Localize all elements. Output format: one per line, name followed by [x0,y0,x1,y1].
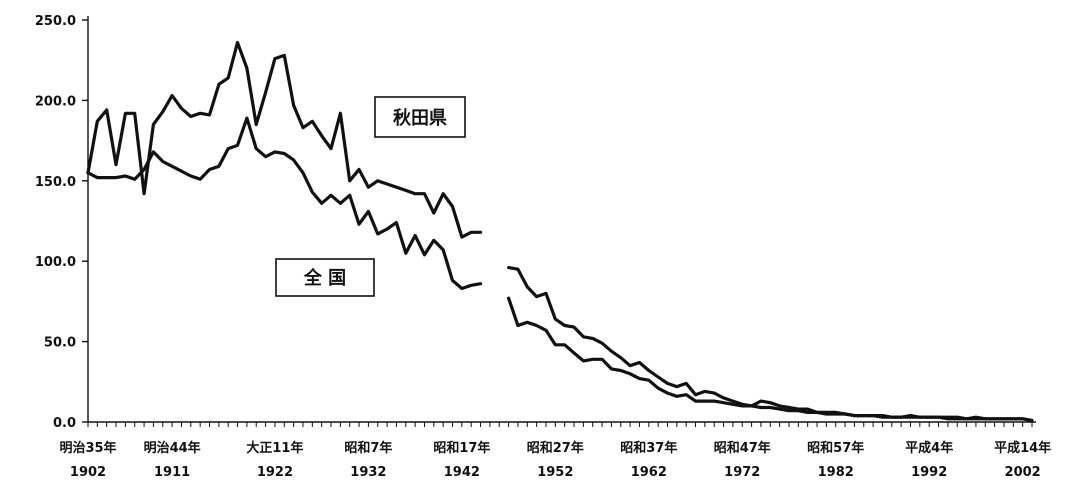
annotation-national: 全 国 [275,258,375,297]
y-tick-label: 100.0 [35,255,76,270]
y-tick-label: 50.0 [44,336,76,351]
x-tick-label-year: 1962 [631,465,667,480]
x-tick-label-year: 1992 [911,465,947,480]
x-tick-label-era: 昭和7年 [344,440,392,456]
x-tick-label-era: 昭和37年 [620,440,677,456]
y-tick-label: 200.0 [35,94,76,109]
x-tick-label-year: 1952 [537,465,573,480]
x-tick-label-year: 1982 [818,465,854,480]
series-line-national-segment-2 [507,296,1034,422]
x-tick-label-year: 2002 [1005,465,1041,480]
series-line-akita-segment-2 [507,266,1034,422]
series-lines [86,40,1034,422]
x-tick-label-era: 明治44年 [144,440,201,456]
x-tick-label-year: 1942 [444,465,480,480]
x-tick-label-era: 昭和57年 [807,440,864,456]
x-tick-label-year: 1911 [154,465,190,480]
x-tick-label-year: 1972 [724,465,760,480]
annotation-national-text: 全 国 [303,267,346,289]
annotation-national-box [275,258,375,297]
y-axis: 0.0 50.0 100.0 150.0 200.0 250.0 [35,14,89,431]
annotation-akita: 秋田県 [374,96,466,138]
x-tick-label-era: 明治35年 [59,440,116,456]
annotation-akita-box [374,96,466,138]
x-tick-label-year: 1932 [350,465,386,480]
x-tick-label-year: 1922 [257,465,293,480]
annotation-akita-text: 秋田県 [393,107,447,129]
y-tick-label: 150.0 [35,175,76,190]
x-tick-label-year: 1902 [70,465,106,480]
x-axis: 明治35年 1902 明治44年 1911 大正11年 1922 昭和7年 1932 昭和17年… [59,421,1051,480]
x-tick-label-era: 平成4年 [905,440,953,456]
series-line-national-segment-1 [86,116,483,291]
series-line-akita-segment-1 [86,40,483,239]
y-tick-label: 0.0 [53,416,76,431]
y-tick-label: 250.0 [35,14,76,29]
x-tick-label-era: 昭和47年 [714,440,771,456]
x-tick-label-era: 平成14年 [994,440,1051,456]
x-tick-label-era: 昭和17年 [433,440,490,456]
x-tick-label-era: 大正11年 [246,440,303,456]
x-tick-label-era: 昭和27年 [527,440,584,456]
